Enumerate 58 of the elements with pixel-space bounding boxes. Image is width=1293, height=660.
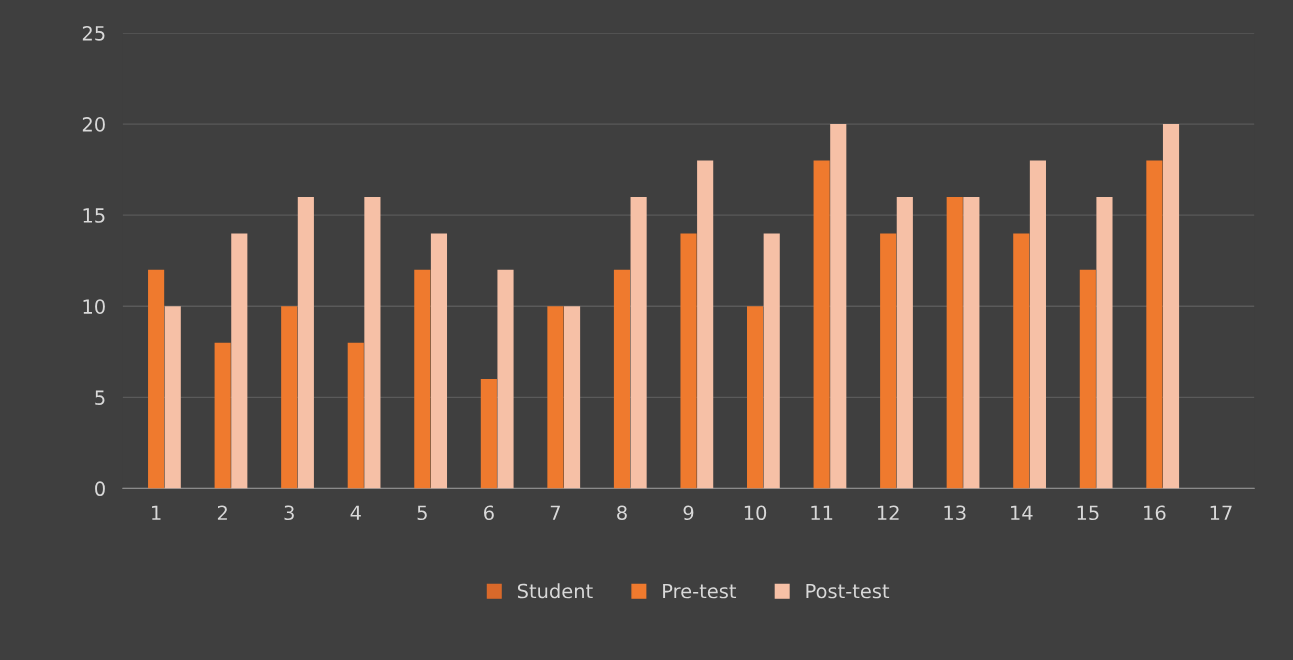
bar [164, 306, 181, 489]
x-tick-label: 3 [284, 505, 294, 521]
bar [1013, 233, 1030, 489]
legend-label: Pre-test [663, 583, 737, 599]
legend-label: Post-test [806, 583, 890, 599]
y-tick-label: 10 [83, 299, 105, 314]
x-tick-label: 1 [152, 505, 161, 520]
y-tick-label: 5 [95, 390, 105, 405]
bar [480, 379, 497, 489]
bar [880, 233, 897, 489]
bar [680, 233, 697, 489]
bar [1029, 160, 1046, 489]
x-tick-label: 2 [217, 505, 227, 520]
x-tick-label: 11 [811, 505, 833, 520]
bar [231, 233, 248, 489]
bar [497, 269, 514, 489]
y-tick-label: 15 [83, 208, 105, 223]
x-tick-label: 10 [744, 505, 767, 521]
bar [148, 269, 165, 489]
bar [563, 306, 581, 489]
y-tick-label: 20 [82, 117, 105, 132]
bar [414, 269, 431, 489]
bar [1079, 269, 1096, 489]
bar [1162, 124, 1180, 489]
x-tick-label: 17 [1210, 505, 1232, 520]
x-tick-label: 4 [350, 505, 361, 520]
y-tick-label: 0 [95, 481, 105, 497]
x-tick-label: 12 [877, 505, 899, 520]
bar [697, 160, 714, 489]
x-tick-label: 6 [484, 505, 494, 521]
x-tick-label: 5 [417, 505, 427, 521]
bar [763, 233, 780, 489]
bar [214, 342, 231, 489]
bar [946, 196, 963, 489]
bar [747, 306, 764, 489]
bar [1146, 160, 1163, 489]
bar [297, 196, 314, 489]
bar [430, 233, 448, 489]
bar [281, 306, 298, 489]
bar [364, 196, 381, 489]
x-tick-label: 9 [683, 505, 694, 521]
bar [630, 196, 647, 489]
x-tick-label: 15 [1077, 505, 1099, 521]
bar [1096, 196, 1113, 489]
bar [830, 124, 847, 489]
legend-label: Student [517, 583, 593, 599]
bar [613, 269, 631, 489]
x-tick-label: 7 [550, 505, 560, 520]
x-tick-label: 8 [617, 505, 627, 521]
x-tick-label: 14 [1011, 505, 1033, 520]
bar [896, 196, 913, 489]
y-tick-label: 25 [82, 25, 105, 41]
bar [547, 306, 564, 489]
x-tick-label: 16 [1144, 505, 1166, 521]
bar [813, 160, 830, 489]
bar [347, 342, 364, 489]
x-tick-label: 13 [944, 505, 966, 521]
bar [963, 196, 980, 489]
